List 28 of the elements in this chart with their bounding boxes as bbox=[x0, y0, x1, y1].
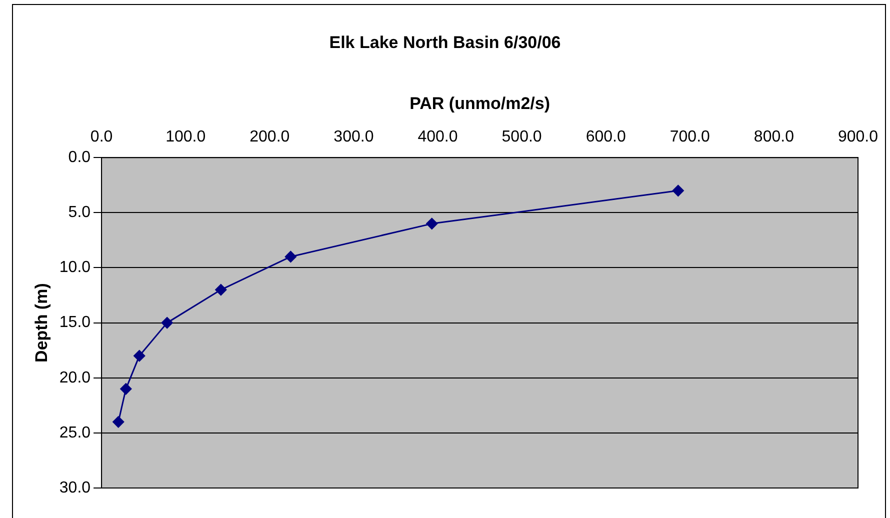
point bbox=[120, 383, 132, 395]
point bbox=[112, 416, 124, 428]
chart-title: Elk Lake North Basin 6/30/06 bbox=[328, 33, 562, 53]
point bbox=[215, 284, 227, 296]
point bbox=[672, 184, 684, 196]
y-tick-label: 30.0 bbox=[59, 479, 91, 496]
y-tick-label: 25.0 bbox=[59, 424, 91, 442]
point bbox=[134, 350, 146, 362]
y-tick-label: 20.0 bbox=[59, 369, 91, 386]
point bbox=[284, 250, 296, 262]
x-tick-label: 400.0 bbox=[418, 128, 458, 146]
x-tick-label: 200.0 bbox=[250, 128, 290, 146]
x-tick-label: 800.0 bbox=[754, 128, 794, 146]
y-tick-label: 15.0 bbox=[59, 314, 91, 332]
x-tick-label: 900.0 bbox=[838, 128, 878, 146]
y-tick-label: 5.0 bbox=[68, 204, 91, 222]
x-tick-label: 300.0 bbox=[334, 128, 374, 146]
x-tick-label: 700.0 bbox=[670, 128, 710, 146]
x-tick-label: 0.0 bbox=[90, 128, 113, 146]
y-tick-label: 0.0 bbox=[68, 149, 91, 166]
point bbox=[161, 317, 173, 329]
x-tick-label: 100.0 bbox=[166, 128, 206, 146]
x-axis-title: PAR (unmo/m2/s) bbox=[410, 94, 550, 113]
y-axis-title: Depth (m) bbox=[32, 283, 51, 362]
x-tick-label: 600.0 bbox=[586, 128, 626, 146]
x-tick-label: 500.0 bbox=[502, 128, 542, 146]
y-tick-label: 10.0 bbox=[59, 259, 91, 276]
point bbox=[426, 218, 438, 230]
